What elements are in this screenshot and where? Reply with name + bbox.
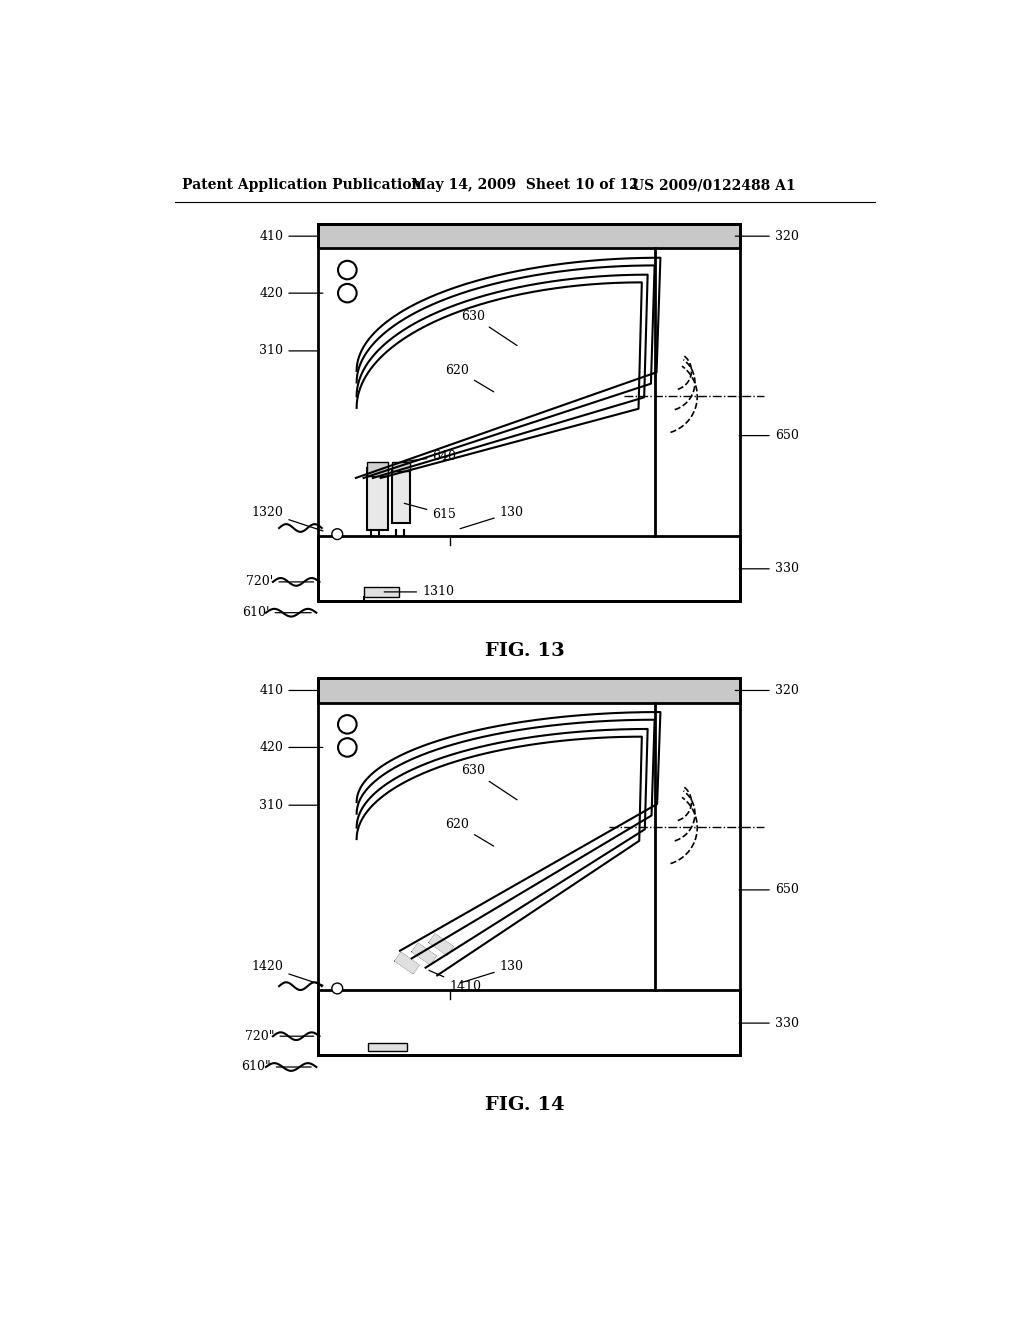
Text: 310: 310 (259, 799, 318, 812)
Bar (317, 678, 740, 702)
Text: 410: 410 (259, 684, 318, 697)
Text: 130: 130 (460, 506, 523, 529)
Text: 620: 620 (445, 363, 494, 392)
Text: 1410: 1410 (429, 970, 481, 993)
Text: 1420: 1420 (252, 961, 323, 985)
Bar (367, 469, 388, 529)
Text: 420: 420 (259, 741, 323, 754)
Bar (391, 471, 410, 524)
Text: 630: 630 (461, 310, 517, 346)
Circle shape (338, 715, 356, 734)
Text: 610": 610" (241, 1060, 311, 1073)
Text: US 2009/0122488 A1: US 2009/0122488 A1 (632, 178, 796, 193)
Bar (317, 678, 740, 1056)
Text: 615: 615 (404, 503, 456, 520)
Text: FIG. 13: FIG. 13 (485, 643, 564, 660)
Text: 310: 310 (259, 345, 318, 358)
Text: 330: 330 (739, 562, 799, 576)
Text: 640: 640 (404, 450, 457, 463)
Text: 1320: 1320 (252, 506, 323, 531)
Polygon shape (429, 935, 453, 954)
Circle shape (338, 261, 356, 280)
Text: 420: 420 (259, 286, 323, 300)
Text: FIG. 14: FIG. 14 (485, 1097, 564, 1114)
Bar (317, 990, 740, 1056)
Text: 1310: 1310 (384, 585, 454, 598)
Text: 720": 720" (245, 1030, 313, 1043)
Polygon shape (413, 944, 436, 964)
Bar (317, 536, 740, 601)
Bar (391, 462, 410, 471)
Text: 610': 610' (242, 606, 311, 619)
Bar (367, 462, 388, 475)
Text: 630: 630 (461, 764, 517, 800)
Circle shape (338, 284, 356, 302)
Text: 650: 650 (739, 883, 799, 896)
Text: 320: 320 (735, 684, 799, 697)
Text: Patent Application Publication: Patent Application Publication (182, 178, 422, 193)
Text: 320: 320 (735, 230, 799, 243)
Text: May 14, 2009  Sheet 10 of 12: May 14, 2009 Sheet 10 of 12 (411, 178, 639, 193)
Circle shape (338, 738, 356, 756)
Text: 330: 330 (739, 1016, 799, 1030)
Bar (365, 587, 399, 597)
Text: 620: 620 (445, 818, 494, 846)
Bar (317, 224, 740, 248)
Text: 410: 410 (259, 230, 318, 243)
Bar (317, 224, 740, 601)
Polygon shape (395, 953, 419, 973)
Text: 720': 720' (246, 576, 313, 589)
Circle shape (332, 529, 343, 540)
Text: 130: 130 (460, 961, 523, 983)
Circle shape (332, 983, 343, 994)
Text: 650: 650 (739, 429, 799, 442)
Bar (369, 1043, 407, 1051)
